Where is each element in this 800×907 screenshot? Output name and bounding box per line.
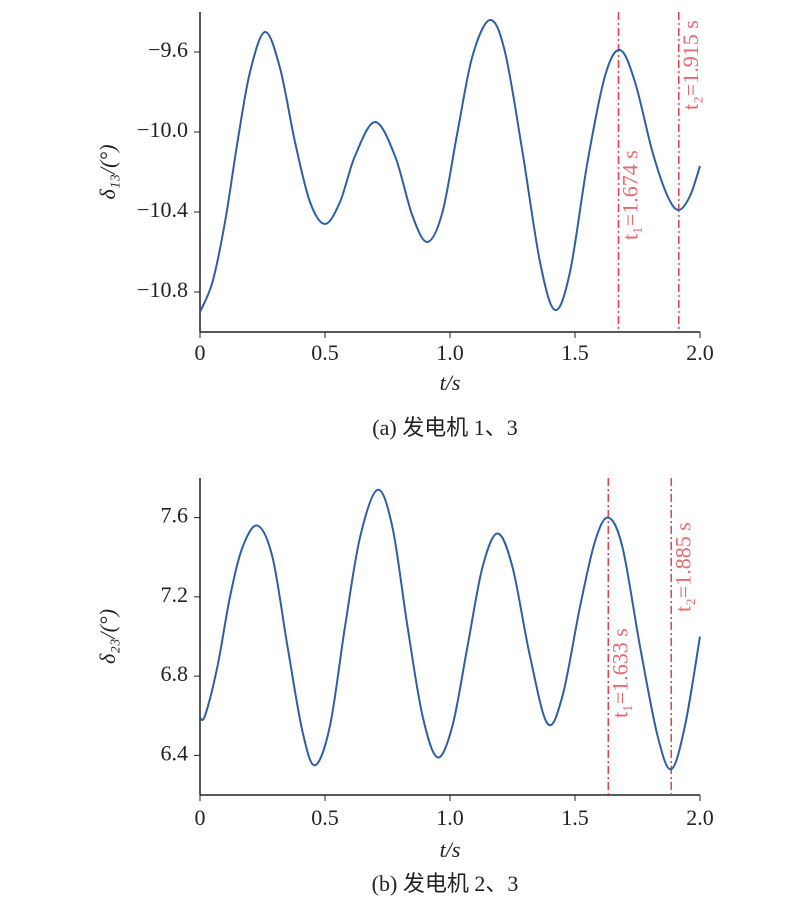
marker-label: t₁=1.674 s	[618, 150, 643, 240]
x-tick-label: 1.0	[436, 340, 464, 365]
y-axis-label: δ₁₃/(°)	[95, 144, 120, 199]
x-tick-label: 0	[195, 805, 206, 830]
data-line	[199, 19, 701, 313]
y-tick-label: −10.0	[137, 117, 188, 142]
caption: (a) 发电机 1、3	[372, 415, 517, 440]
y-tick-label: 7.6	[161, 503, 189, 528]
x-tick-label: 1.5	[561, 340, 589, 365]
marker-label: t₁=1.633 s	[607, 628, 632, 718]
x-tick-label: 1.5	[561, 805, 589, 830]
x-tick-label: 1.0	[436, 805, 464, 830]
marker-label: t₂=1.885 s	[670, 522, 695, 612]
y-tick-label: 7.2	[161, 582, 189, 607]
y-tick-label: 6.8	[161, 661, 189, 686]
caption: (b) 发电机 2、3	[372, 871, 519, 896]
y-axis-label: δ₂₃/(°)	[95, 609, 120, 664]
x-axis-label: t/s	[440, 837, 461, 862]
x-tick-label: 0.5	[311, 340, 339, 365]
y-tick-label: −9.6	[148, 37, 188, 62]
y-tick-label: −10.4	[137, 197, 188, 222]
y-tick-label: 6.4	[161, 740, 189, 765]
marker-label: t₂=1.915 s	[678, 20, 703, 110]
x-tick-label: 0.5	[311, 805, 339, 830]
x-tick-label: 2.0	[686, 340, 714, 365]
y-tick-label: −10.8	[137, 277, 188, 302]
x-tick-label: 0	[195, 340, 206, 365]
data-line	[199, 488, 701, 771]
x-axis-label: t/s	[440, 370, 461, 395]
x-tick-label: 2.0	[686, 805, 714, 830]
